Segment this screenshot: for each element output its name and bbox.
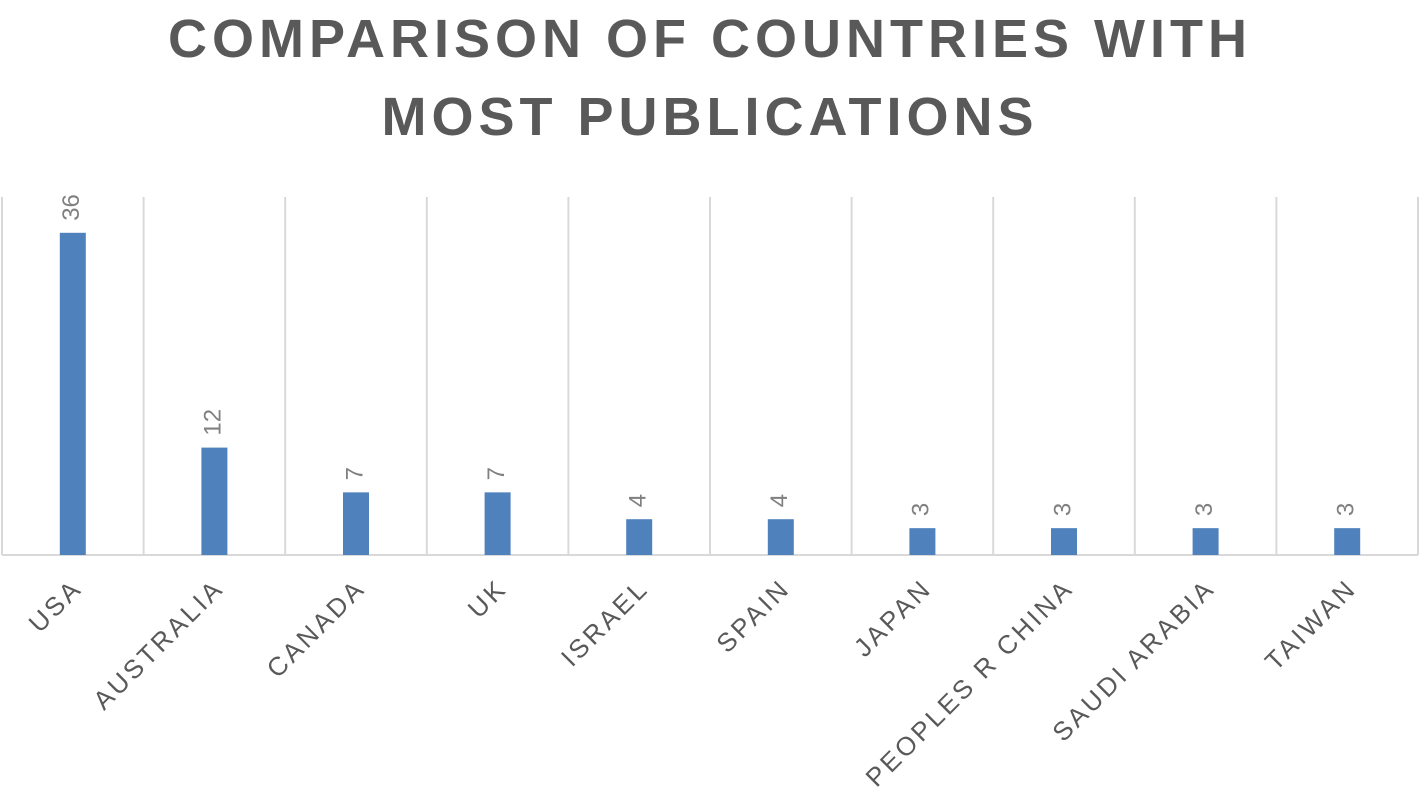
x-tick-label: TAIWAN [1259,573,1362,676]
x-tick-label: SPAIN [710,573,796,659]
bar [767,519,794,555]
bar [201,447,228,555]
data-label: 3 [908,503,935,516]
x-tick-label: CANADA [261,573,372,684]
bar [1192,528,1219,555]
data-label: 36 [58,194,85,221]
data-label: 7 [341,467,368,480]
bar [626,519,653,555]
data-label: 4 [625,494,652,507]
data-label: 12 [200,409,227,436]
x-tick-label: UK [462,573,513,624]
bar [484,492,511,555]
data-label: 3 [1191,503,1218,516]
x-tick-label: JAPAN [848,573,938,663]
bar [909,528,936,555]
bar [343,492,369,555]
bar [59,232,86,556]
data-label: 4 [766,494,793,507]
x-tick-label: USA [23,573,88,638]
data-label: 3 [1049,503,1076,516]
bar [1051,528,1077,555]
x-tick-label: ISRAEL [555,573,654,672]
data-label: 3 [1333,503,1360,516]
bar [1334,528,1361,555]
chart-title: COMPARISON OF COUNTRIES WITH MOST PUBLIC… [168,9,1252,147]
x-tick-label: AUSTRALIA [87,573,229,715]
data-label: 7 [483,467,510,480]
